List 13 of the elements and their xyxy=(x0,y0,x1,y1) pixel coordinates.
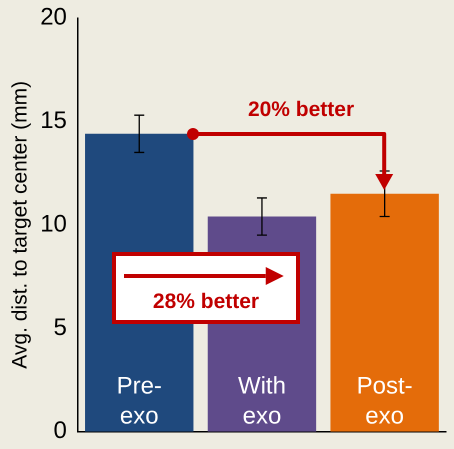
y-axis-title: Avg. dist. to target center (mm) xyxy=(8,80,32,369)
annotation: 20% better xyxy=(246,98,356,122)
y-tick-label: 10 xyxy=(40,210,67,238)
annotation: 28% better xyxy=(152,290,260,314)
y-tick-label: 5 xyxy=(54,314,67,341)
text-box: 28% better xyxy=(112,252,300,324)
y-tick-label: 0 xyxy=(54,417,67,444)
y-tick-label: 15 xyxy=(40,107,67,134)
x-tick-label: With exo xyxy=(238,372,286,430)
y-tick-label: 20 xyxy=(40,4,67,31)
x-tick-label: Pre-exo xyxy=(116,372,162,430)
x-tick-label: Post-exo xyxy=(356,372,413,430)
bar xyxy=(330,194,439,432)
